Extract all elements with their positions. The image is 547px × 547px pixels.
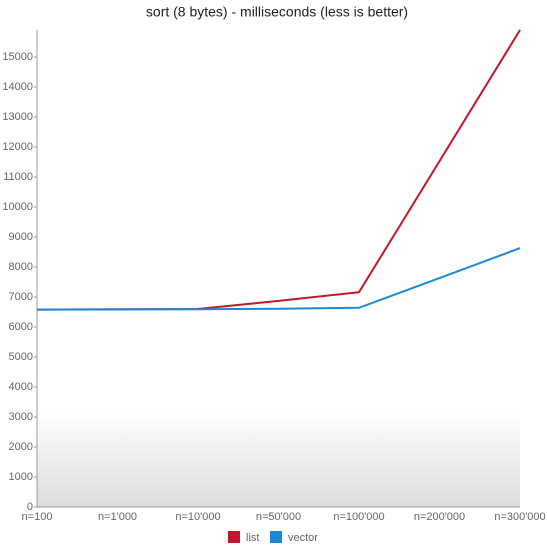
legend-swatch: [228, 531, 240, 543]
y-tick-label: 13000: [2, 111, 33, 123]
x-tick-label: n=10'000: [175, 511, 220, 523]
x-tick-label: n=50'000: [256, 511, 301, 523]
y-tick-label: 0: [27, 501, 33, 513]
x-tick-label: n=100'000: [333, 511, 384, 523]
x-tick-label: n=200'000: [414, 511, 465, 523]
y-tick-label: 8000: [9, 261, 33, 273]
y-tick-label: 6000: [9, 321, 33, 333]
y-tick-label: 4000: [9, 381, 33, 393]
y-tick-label: 2000: [9, 441, 33, 453]
y-tick-label: 5000: [9, 351, 33, 363]
x-tick-label: n=100: [22, 511, 53, 523]
plot-shade: [37, 410, 520, 507]
x-tick-label: n=300'000: [494, 511, 545, 523]
y-tick-label: 14000: [2, 81, 33, 93]
y-tick-label: 3000: [9, 411, 33, 423]
y-tick-label: 10000: [2, 201, 33, 213]
chart-title: sort (8 bytes) - milliseconds (less is b…: [146, 4, 408, 20]
legend-label: list: [246, 532, 259, 544]
legend-swatch: [270, 531, 282, 543]
y-tick-label: 15000: [2, 51, 33, 63]
series-line: [36, 247, 521, 311]
series-line: [36, 29, 521, 311]
y-tick-label: 7000: [9, 291, 33, 303]
y-tick-label: 9000: [9, 231, 33, 243]
x-tick-label: n=1'000: [98, 511, 137, 523]
y-tick-label: 11000: [3, 171, 33, 183]
y-tick-label: 1000: [9, 471, 33, 483]
legend-label: vector: [288, 532, 318, 544]
y-tick-label: 12000: [2, 141, 33, 153]
